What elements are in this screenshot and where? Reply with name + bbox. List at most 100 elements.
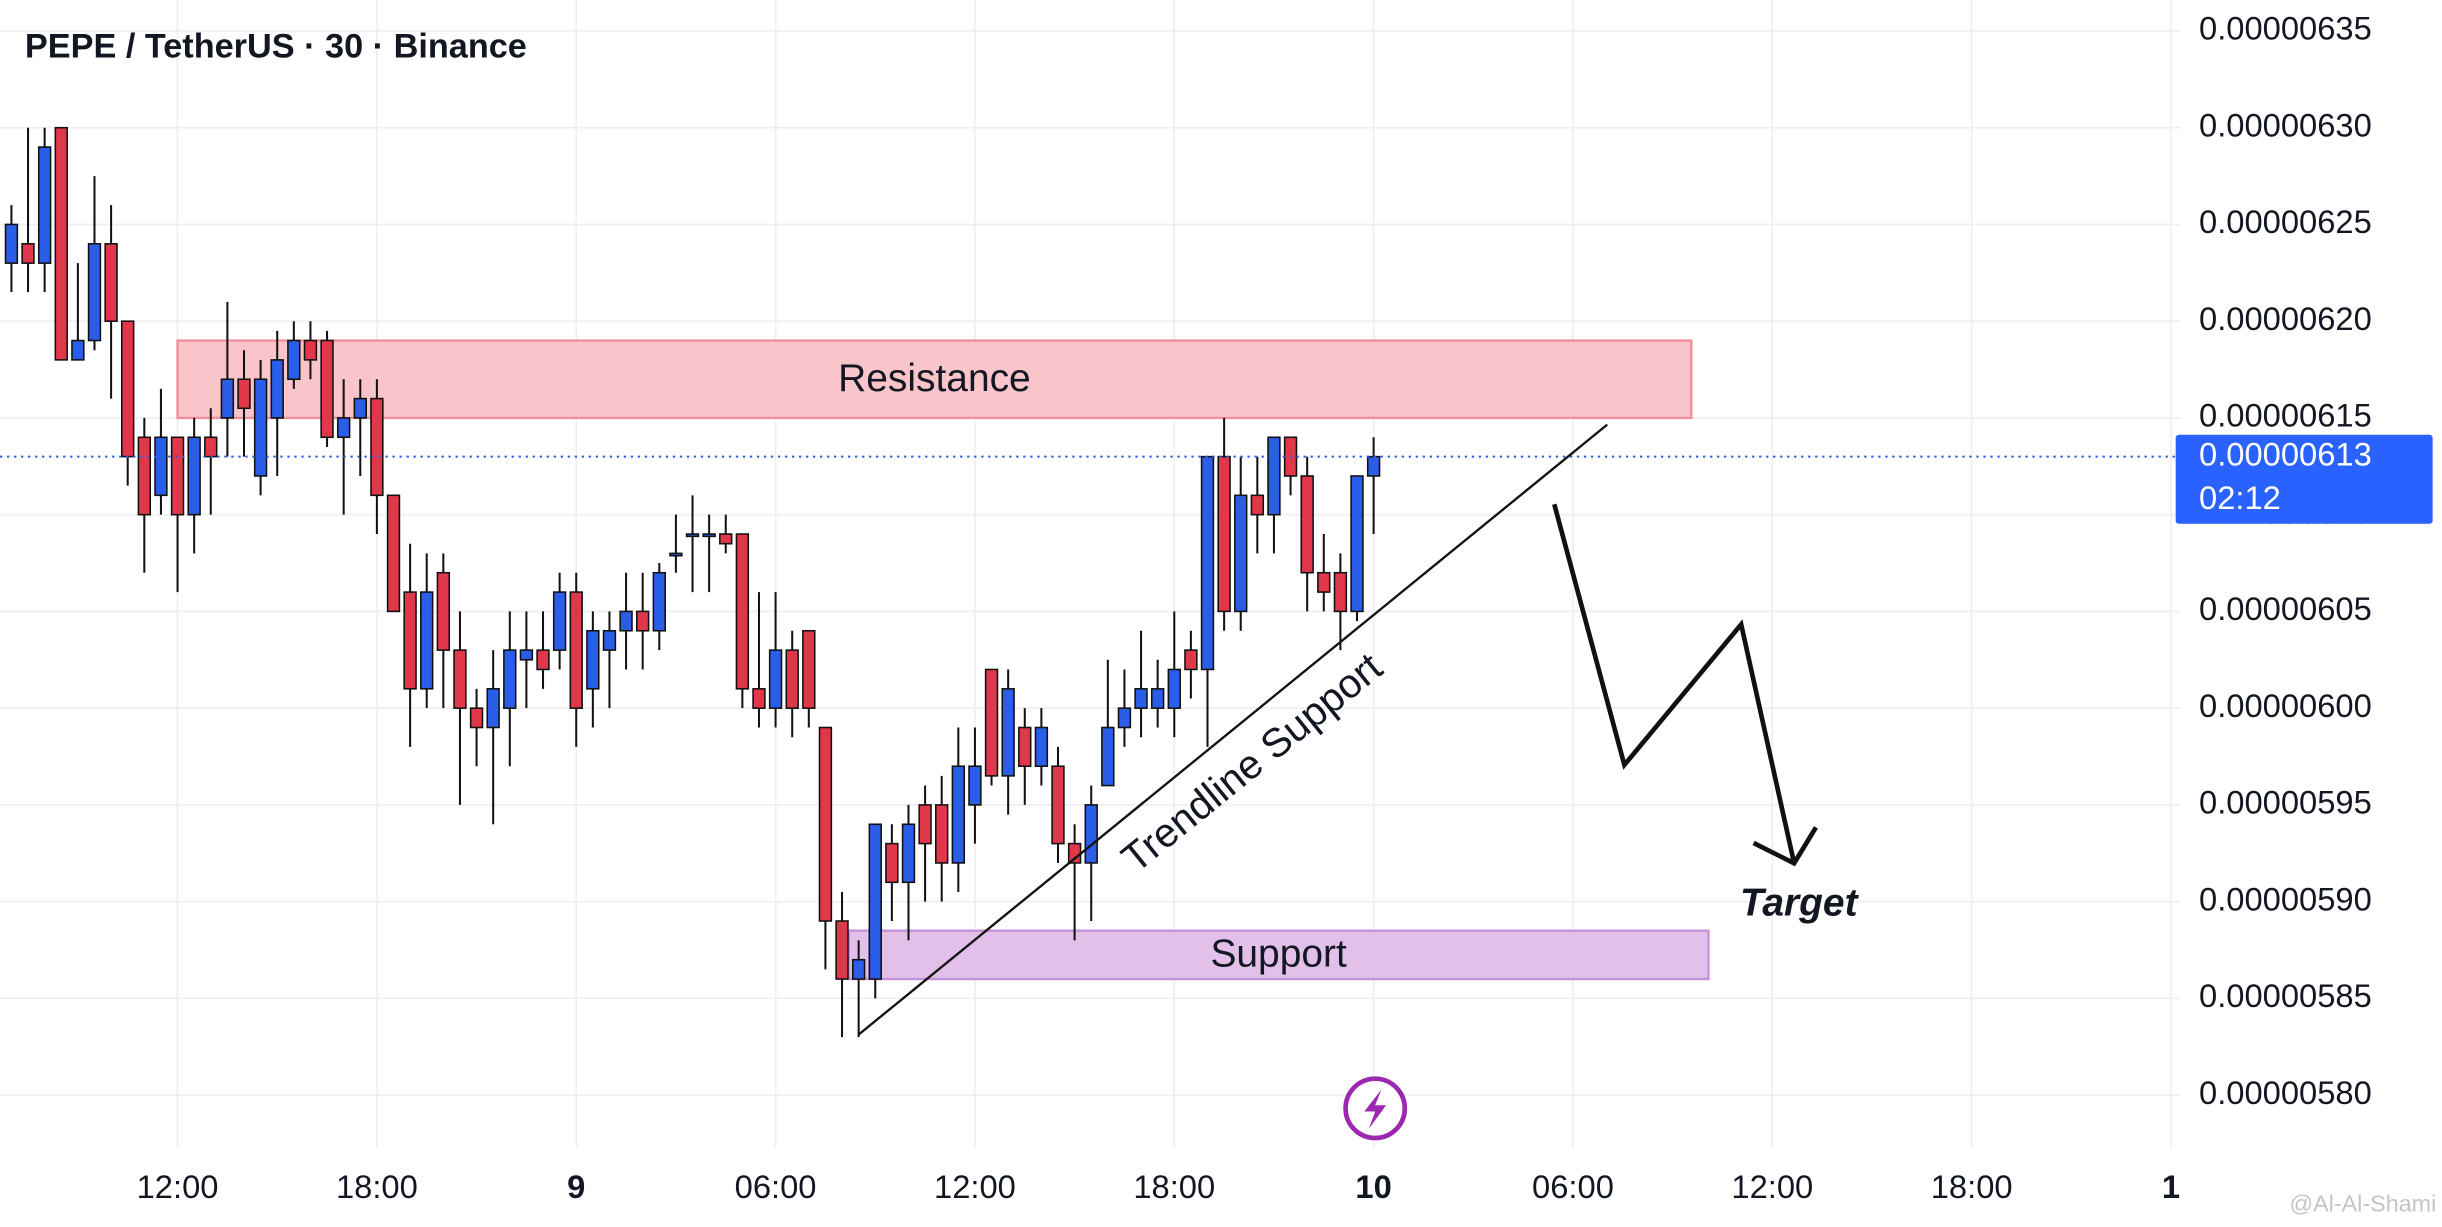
- arrow-head: [1752, 826, 1818, 867]
- x-tick-label: 12:00: [1731, 1168, 1813, 1205]
- x-tick-label: 06:00: [735, 1168, 817, 1205]
- candle-body: [121, 320, 135, 458]
- y-tick-label: 0.00000595: [2199, 784, 2372, 821]
- candle-body: [420, 591, 434, 690]
- candle-body: [503, 649, 517, 709]
- candle-body: [453, 649, 467, 709]
- x-tick-label: 18:00: [1133, 1168, 1215, 1205]
- candle-body: [1117, 707, 1132, 729]
- candle-body: [868, 823, 882, 980]
- candle-body: [851, 958, 866, 980]
- candle-body: [1366, 455, 1381, 477]
- candle-body: [1184, 649, 1198, 671]
- candle-body: [4, 223, 19, 264]
- candle-body: [21, 243, 35, 264]
- y-tick-label: 0.00000625: [2199, 203, 2372, 240]
- candle-body: [1300, 475, 1314, 574]
- candle-body: [785, 649, 799, 709]
- candle-body: [137, 436, 152, 516]
- candle-body: [984, 668, 999, 777]
- candle-body: [735, 533, 750, 690]
- x-tick-label: 18:00: [336, 1168, 418, 1205]
- candle-body: [1234, 494, 1248, 613]
- zone-label: Resistance: [838, 357, 1031, 400]
- candle-body: [1167, 668, 1181, 709]
- candle-body: [1150, 688, 1165, 709]
- candle-body: [187, 436, 201, 516]
- candle-body: [1051, 765, 1065, 845]
- candle-body: [1084, 804, 1098, 864]
- candle-body: [303, 339, 318, 361]
- candle-body: [519, 649, 534, 661]
- x-tick-label: 06:00: [1532, 1168, 1614, 1205]
- candle-body: [1101, 726, 1115, 787]
- candle-body: [386, 494, 401, 613]
- trendline-label: Trendline Support: [1113, 643, 1391, 881]
- candle-body: [1350, 475, 1364, 613]
- candle-body: [768, 649, 783, 709]
- chart-title: PEPE / TetherUS · 30 · Binance: [25, 27, 527, 65]
- candle-body: [87, 243, 102, 342]
- candle-body: [154, 436, 168, 497]
- y-tick-label: 0.00000580: [2199, 1074, 2372, 1111]
- candle-body: [253, 378, 268, 477]
- candle-body: [287, 339, 301, 381]
- trendline: [857, 423, 1608, 1036]
- zones: Resistance Support: [176, 339, 1710, 981]
- candle-body: [702, 533, 716, 538]
- candle-body: [569, 591, 583, 709]
- candle-body: [1018, 726, 1032, 767]
- candle-body: [835, 920, 849, 980]
- candle-body: [237, 378, 251, 410]
- candle-body: [71, 339, 85, 361]
- y-tick-label: 0.00000590: [2199, 880, 2372, 917]
- watermark: @Al-Al-Shami: [2289, 1190, 2436, 1216]
- candle-body: [37, 146, 52, 264]
- candle-body: [635, 610, 650, 632]
- candle-body: [403, 591, 417, 690]
- y-tick-label: 0.00000600: [2199, 687, 2372, 724]
- candle-body: [270, 359, 284, 419]
- candle-body: [353, 397, 367, 419]
- candle-body: [104, 243, 118, 322]
- candle-body: [1317, 571, 1331, 593]
- candle-body: [54, 126, 68, 361]
- candle-body: [719, 533, 733, 545]
- axes: 0.00000580 0.00000585 0.00000590 0.00000595…: [137, 10, 2433, 1205]
- candle-body: [968, 765, 982, 806]
- y-tick-label: 0.00000605: [2199, 590, 2372, 627]
- candle-body: [1267, 436, 1281, 516]
- x-tick-label: 10: [1355, 1168, 1391, 1205]
- candle-body: [320, 339, 334, 439]
- candle-body: [1217, 455, 1231, 613]
- candle-body: [901, 823, 916, 884]
- target-label: Target: [1740, 882, 1860, 925]
- x-tick-label: 12:00: [934, 1168, 1016, 1205]
- y-tick-label: 0.00000635: [2199, 10, 2372, 47]
- candle-body: [486, 688, 500, 729]
- candle-body: [602, 629, 617, 651]
- x-tick-label: 12:00: [137, 1168, 219, 1205]
- candle-body: [752, 688, 766, 709]
- candle-body: [1134, 688, 1148, 709]
- candle-body: [370, 397, 384, 497]
- bolt-icon: [1364, 1089, 1387, 1129]
- candle-body: [536, 649, 550, 671]
- candle-body: [220, 378, 235, 419]
- candle-body: [802, 629, 816, 709]
- candle-body: [885, 842, 899, 884]
- candle-body: [204, 436, 218, 458]
- candles: [0, 126, 2181, 1038]
- y-tick-label: 0.00000585: [2199, 977, 2372, 1014]
- candle-body: [1250, 494, 1265, 516]
- candle-body: [1333, 571, 1348, 613]
- x-tick-label: 18:00: [1931, 1168, 2013, 1205]
- candle-body: [336, 417, 351, 439]
- zone-label: Support: [1210, 933, 1346, 976]
- candle-body: [818, 726, 833, 922]
- candle-body: [685, 533, 700, 538]
- candle-body: [1034, 726, 1049, 767]
- candle-body: [1001, 688, 1015, 777]
